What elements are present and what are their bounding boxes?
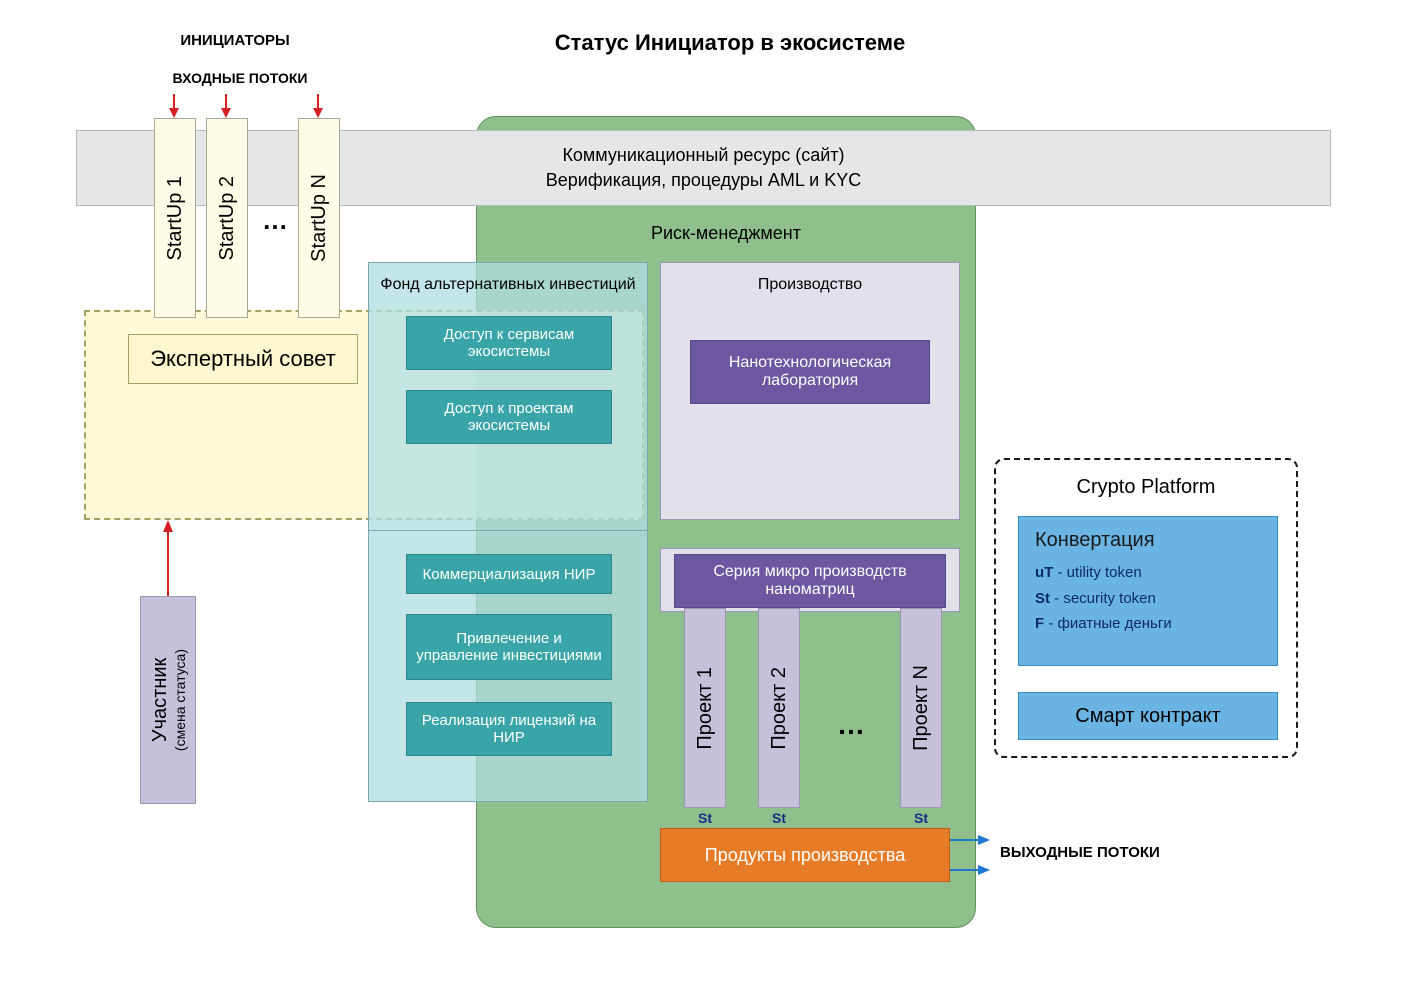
comm-line1: Коммуникационный ресурс (сайт) — [562, 145, 844, 166]
startup-ellipsis: … — [256, 205, 294, 235]
startup-box-n: StartUp N — [298, 118, 340, 318]
fund-item: Доступ к проектам экосистемы — [406, 390, 612, 444]
project-box-n: Проект N — [900, 608, 942, 808]
crypto-conv-heading: Конвертация — [1035, 529, 1261, 552]
fund-item: Коммерциализация НИР — [406, 554, 612, 594]
page-title: Статус Инициатор в экосистеме — [480, 28, 980, 58]
comm-line2: Верификация, процедуры AML и KYC — [546, 170, 862, 191]
startup-label: StartUp 2 — [216, 176, 239, 260]
fund-item: Привлечение и управление инвестициями — [406, 614, 612, 680]
crypto-conv-line: St - security token — [1035, 586, 1261, 612]
st-label: St — [684, 808, 726, 828]
input-flows-label: ВХОДНЫЕ ПОТОКИ — [145, 70, 335, 86]
crypto-title: Crypto Platform — [994, 472, 1298, 502]
project-label: Проект N — [910, 665, 933, 751]
crypto-conv-line: F - фиатные деньги — [1035, 611, 1261, 637]
arrow-down-icon — [310, 94, 326, 118]
nano-lab-box: Нанотехнологическая лаборатория — [690, 340, 930, 404]
fund-header: Фонд альтернативных инвестиций — [368, 272, 648, 298]
output-flows-label: ВЫХОДНЫЕ ПОТОКИ — [1000, 844, 1230, 861]
st-label: St — [758, 808, 800, 828]
arrow-up-icon — [160, 520, 176, 596]
crypto-conv-line: uT - utility token — [1035, 560, 1261, 586]
nano-series-box: Серия микро производств наноматриц — [674, 554, 946, 608]
startup-box-1: StartUp 1 — [154, 118, 196, 318]
arrow-right-icon — [950, 832, 990, 848]
project-label: Проект 1 — [694, 667, 717, 750]
startup-box-2: StartUp 2 — [206, 118, 248, 318]
production-header: Производство — [660, 272, 960, 298]
project-ellipsis: … — [828, 710, 874, 740]
risk-label: Риск-менеджмент — [476, 218, 976, 248]
project-label: Проект 2 — [768, 667, 791, 750]
crypto-smart-box: Смарт контракт — [1018, 692, 1278, 740]
arrow-down-icon — [166, 94, 182, 118]
products-bar: Продукты производства — [660, 828, 950, 882]
participant-box: Участник (смена статуса) — [140, 596, 196, 804]
participant-line2: (смена статуса) — [172, 649, 188, 751]
startup-label: StartUp N — [308, 174, 331, 262]
project-box-2: Проект 2 — [758, 608, 800, 808]
arrow-down-icon — [218, 94, 234, 118]
st-label: St — [900, 808, 942, 828]
expert-council-box: Экспертный совет — [128, 334, 358, 384]
fund-item: Доступ к сервисам экосистемы — [406, 316, 612, 370]
fund-divider — [368, 530, 648, 531]
arrow-right-icon — [950, 862, 990, 878]
crypto-conversion-box: Конвертация uT - utility token St - secu… — [1018, 516, 1278, 666]
startup-label: StartUp 1 — [164, 176, 187, 260]
participant-line1: Участник — [149, 649, 172, 751]
communication-bar: Коммуникационный ресурс (сайт) Верификац… — [76, 130, 1331, 206]
fund-item: Реализация лицензий на НИР — [406, 702, 612, 756]
initiators-label: ИНИЦИАТОРЫ — [150, 32, 320, 49]
project-box-1: Проект 1 — [684, 608, 726, 808]
